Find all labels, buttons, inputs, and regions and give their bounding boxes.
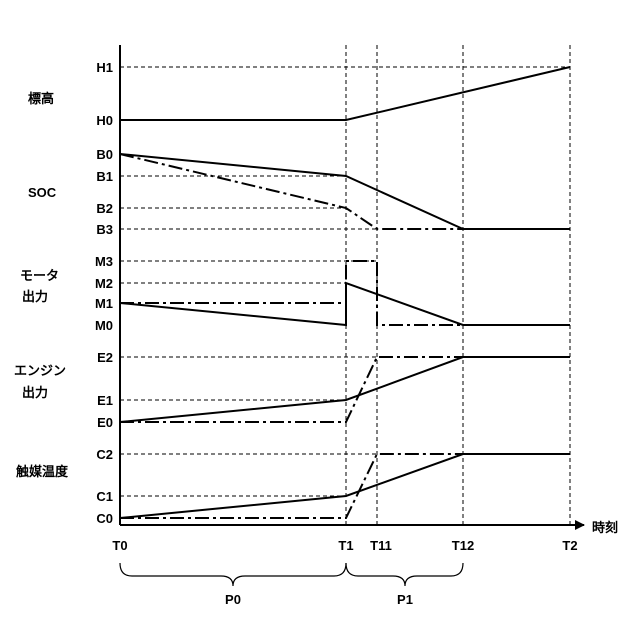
motor-traces [120, 261, 570, 325]
group-label-soc: SOC [28, 185, 57, 200]
soc-solid-line [120, 154, 570, 229]
level-labels: H1 H0 B0 B1 B2 B3 M3 M2 M1 M0 E2 E1 E0 C… [95, 60, 113, 526]
time-label-t2: T2 [562, 538, 577, 553]
group-label-catalyst: 触媒温度 [15, 464, 69, 479]
group-labels: 標高 SOC モータ 出力 エンジン 出力 触媒温度 [14, 91, 69, 479]
catalyst-solid-line [120, 454, 570, 518]
level-label-m1: M1 [95, 296, 113, 311]
soc-dashdot-line [120, 154, 463, 229]
engine-traces [120, 357, 570, 422]
group-label-altitude: 標高 [28, 91, 54, 106]
catalyst-traces [120, 454, 570, 518]
engine-solid-line [120, 357, 570, 422]
level-label-e2: E2 [97, 350, 113, 365]
level-label-c0: C0 [96, 511, 113, 526]
level-label-m0: M0 [95, 318, 113, 333]
time-label-t12: T12 [452, 538, 474, 553]
period-labels: P0 P1 [225, 592, 413, 607]
altitude-solid-line [120, 67, 570, 120]
level-guides [120, 67, 570, 496]
level-label-h0: H0 [96, 113, 113, 128]
level-label-m2: M2 [95, 276, 113, 291]
motor-dashdot-line [120, 261, 463, 325]
brace-p1 [346, 563, 463, 586]
level-label-m3: M3 [95, 254, 113, 269]
time-labels: T0 T1 T11 T12 T2 [112, 538, 577, 553]
level-label-b2: B2 [96, 201, 113, 216]
group-label-motor-line2: 出力 [22, 289, 48, 304]
time-label-t0: T0 [112, 538, 127, 553]
group-label-engine-line2: 出力 [22, 385, 48, 400]
time-label-t11: T11 [370, 538, 392, 553]
level-label-e0: E0 [97, 415, 113, 430]
period-label-p1: P1 [397, 592, 413, 607]
level-label-b0: B0 [96, 147, 113, 162]
catalyst-dashdot-line [120, 454, 463, 518]
soc-traces [120, 154, 570, 229]
group-label-motor-line1: モータ [20, 268, 59, 283]
level-label-c2: C2 [96, 447, 113, 462]
brace-p0 [120, 563, 346, 586]
level-label-b1: B1 [96, 169, 113, 184]
level-label-c1: C1 [96, 489, 113, 504]
altitude-traces [120, 67, 570, 120]
period-label-p0: P0 [225, 592, 241, 607]
engine-dashdot-line [120, 357, 463, 422]
level-label-h1: H1 [96, 60, 113, 75]
level-label-b3: B3 [96, 222, 113, 237]
group-label-engine-line1: エンジン [14, 363, 66, 378]
level-label-e1: E1 [97, 393, 113, 408]
time-label-t1: T1 [338, 538, 353, 553]
time-axis-title: 時刻 [592, 520, 618, 535]
period-braces [120, 563, 463, 586]
